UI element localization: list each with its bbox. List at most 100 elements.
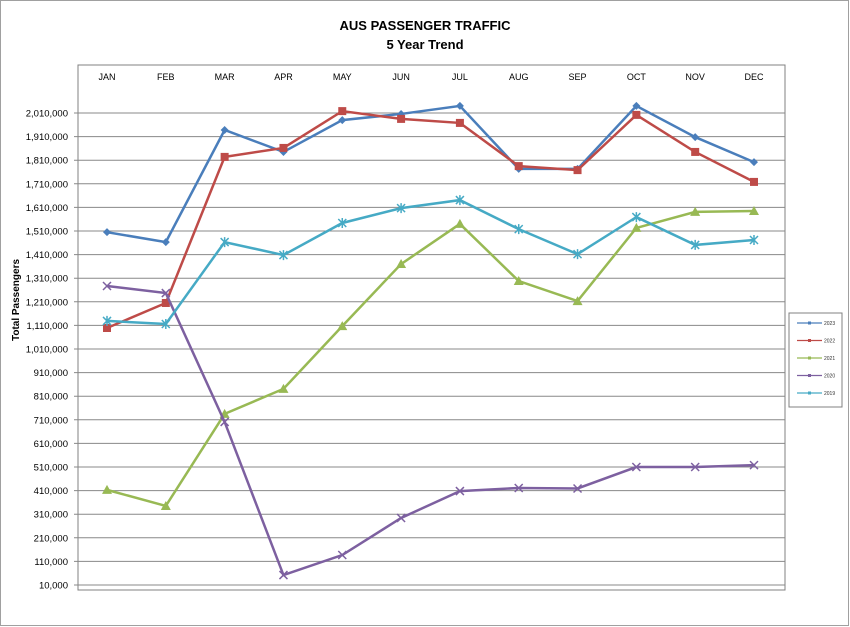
legend-label-2021: 2021 xyxy=(824,356,835,362)
data-point xyxy=(632,110,641,119)
data-point xyxy=(397,114,406,123)
y-tick-label: 610,000 xyxy=(34,439,68,450)
data-point xyxy=(161,298,170,307)
series-2021 xyxy=(102,205,759,510)
data-point xyxy=(514,224,524,235)
y-axis-label: Total Passengers xyxy=(11,259,22,342)
x-tick-label: MAY xyxy=(333,72,352,82)
legend-marker-2023 xyxy=(808,321,811,325)
data-point xyxy=(161,238,170,247)
data-point xyxy=(161,318,171,329)
legend-label-2022: 2022 xyxy=(824,339,835,345)
legend-label-2019: 2019 xyxy=(824,391,835,397)
data-point xyxy=(337,550,347,560)
data-point xyxy=(514,483,524,493)
x-tick-label: APR xyxy=(274,72,293,82)
data-point xyxy=(455,118,464,127)
data-point xyxy=(160,500,171,510)
x-tick-label: SEP xyxy=(569,72,587,82)
data-point xyxy=(631,222,642,232)
legend-marker-2019 xyxy=(808,391,811,395)
data-point xyxy=(220,152,229,161)
data-point xyxy=(573,483,583,494)
x-tick-label: FEB xyxy=(157,72,175,82)
data-point xyxy=(455,195,465,206)
data-point xyxy=(103,228,111,237)
data-point xyxy=(749,205,759,215)
y-tick-label: 1,410,000 xyxy=(26,250,68,261)
y-tick-label: 410,000 xyxy=(34,486,68,497)
data-point xyxy=(514,162,523,171)
data-point xyxy=(220,125,229,134)
data-point xyxy=(396,259,407,269)
data-point xyxy=(338,116,347,125)
x-tick-label: JAN xyxy=(98,72,115,82)
data-point xyxy=(337,321,348,331)
data-point xyxy=(691,147,700,156)
y-tick-label: 810,000 xyxy=(34,392,68,403)
y-tick-label: 710,000 xyxy=(34,415,68,426)
data-point xyxy=(631,212,641,223)
data-point xyxy=(102,484,112,494)
x-tick-label: JUL xyxy=(452,72,468,82)
y-tick-label: 1,810,000 xyxy=(26,156,68,167)
data-point xyxy=(396,203,406,214)
y-tick-label: 1,210,000 xyxy=(26,297,68,308)
series-2020 xyxy=(102,281,759,580)
y-tick-label: 510,000 xyxy=(34,463,68,474)
series-2022 xyxy=(103,107,758,332)
data-point xyxy=(102,315,112,326)
y-tick-label: 1,610,000 xyxy=(26,203,68,214)
chart-title: AUS PASSENGER TRAFFIC xyxy=(339,18,511,33)
data-point xyxy=(278,570,288,580)
data-point xyxy=(103,323,111,332)
data-point xyxy=(102,281,112,291)
y-tick-label: 1,310,000 xyxy=(26,274,68,285)
data-point xyxy=(161,288,171,298)
series-2023 xyxy=(103,101,758,247)
data-point xyxy=(632,101,641,110)
chart-subtitle: 5 Year Trend xyxy=(386,37,464,52)
legend-label-2023: 2023 xyxy=(824,321,835,327)
y-tick-label: 10,000 xyxy=(39,581,68,592)
legend-marker-2020 xyxy=(808,374,811,377)
data-point xyxy=(338,107,347,116)
y-tick-label: 910,000 xyxy=(34,368,68,379)
series-line-2019 xyxy=(106,198,755,326)
legend: 2023 2022 2021 2020 2019 xyxy=(788,312,843,408)
data-point xyxy=(749,234,759,245)
y-tick-label: 1,010,000 xyxy=(26,345,68,356)
data-point xyxy=(690,206,701,216)
series-line-2021 xyxy=(106,209,755,508)
data-point xyxy=(691,133,700,142)
y-tick-label: 310,000 xyxy=(34,510,68,521)
legend-box xyxy=(788,312,843,408)
data-point xyxy=(337,217,347,228)
data-point xyxy=(573,249,583,260)
data-point xyxy=(572,296,583,306)
y-tick-label: 1,110,000 xyxy=(26,321,68,332)
data-point xyxy=(513,276,524,286)
data-point xyxy=(396,513,406,523)
legend-marker-2022 xyxy=(808,339,811,342)
data-point xyxy=(278,250,288,261)
series-line-2020 xyxy=(106,284,755,577)
data-point xyxy=(690,462,700,472)
data-point xyxy=(278,383,289,393)
y-tick-label: 1,910,000 xyxy=(26,132,68,143)
data-point xyxy=(573,166,582,175)
data-point xyxy=(631,462,641,472)
data-point xyxy=(750,158,758,167)
x-tick-label: AUG xyxy=(509,72,529,82)
data-point xyxy=(749,460,759,470)
data-point xyxy=(690,239,700,250)
legend-marker-2021 xyxy=(808,356,811,360)
x-tick-label: NOV xyxy=(685,72,705,82)
legend-label-2020: 2020 xyxy=(824,374,835,380)
y-tick-label: 1,710,000 xyxy=(26,179,68,190)
y-tick-label: 1,510,000 xyxy=(26,227,68,238)
plot-area xyxy=(77,64,786,591)
series-line-2022 xyxy=(106,109,755,330)
